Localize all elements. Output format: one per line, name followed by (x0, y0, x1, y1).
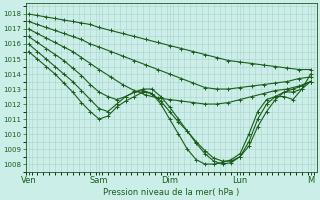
X-axis label: Pression niveau de la mer( hPa ): Pression niveau de la mer( hPa ) (103, 188, 239, 197)
